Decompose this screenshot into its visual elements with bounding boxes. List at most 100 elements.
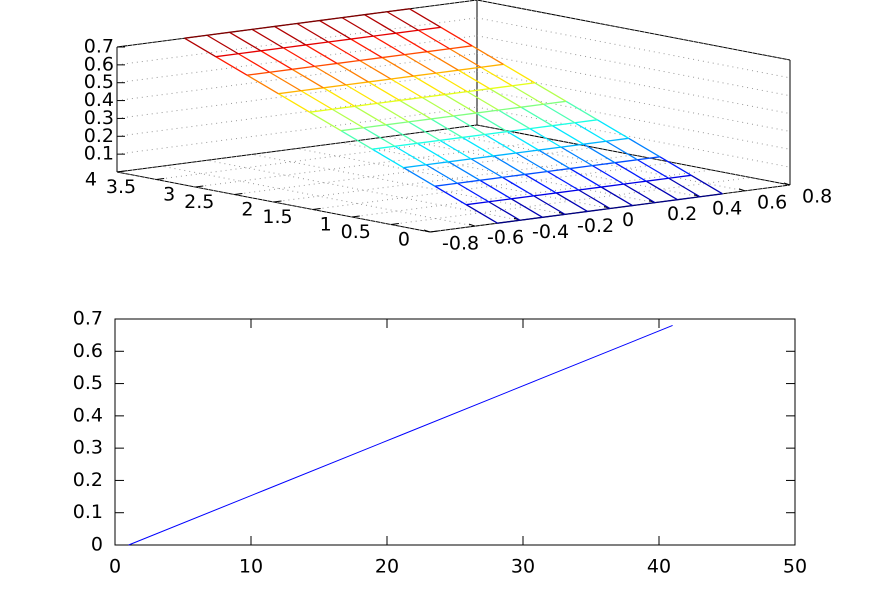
mesh-line [274,22,298,28]
mesh-line [569,164,593,170]
tick-mark [312,208,321,210]
mesh-line [247,71,270,76]
mesh-line [583,140,607,145]
grid-line [476,106,791,168]
mesh-line [552,122,575,127]
tick-mark [429,230,439,233]
mesh-line [305,44,338,64]
grid-line [116,124,478,173]
mesh-line [578,189,611,210]
grid-line [116,70,478,119]
mesh-line [331,108,364,129]
mesh-line [547,167,570,173]
mesh-line [332,105,355,110]
mesh-line [341,14,365,19]
z-tick-label: 0.5 [84,71,114,93]
mesh-line [350,38,383,59]
mesh-line [386,11,419,31]
mesh-line [457,179,480,184]
mesh-line [291,68,324,89]
mesh-line [488,201,521,221]
mesh-line [434,185,467,206]
grid-line [156,132,517,180]
tick-mark [273,200,282,203]
mesh-line [376,102,409,123]
mesh-line [645,180,678,201]
x-tick-label: -0.6 [487,227,524,249]
mesh-line [350,35,374,40]
mesh-line [215,56,248,76]
mesh-line [403,167,436,187]
mesh-line [453,115,486,136]
mesh-line [319,16,343,22]
y-tick-label: 0 [91,534,103,556]
grid-line [476,53,791,115]
y-tick-label: 0.7 [73,308,103,330]
mesh-line [430,118,463,138]
grid-line [476,35,791,97]
mesh-line [493,155,526,175]
mesh-line [430,115,454,120]
mesh-line [497,219,521,224]
mesh-line [427,48,450,53]
mesh-line [668,174,692,179]
tick-mark [156,178,165,180]
mesh-line [394,142,418,147]
mesh-line [578,186,602,191]
mesh-line [601,183,624,188]
grid-line [431,130,746,192]
mesh-line [556,189,579,194]
mesh-line [184,37,217,58]
grid-line [476,17,791,79]
grid-line [476,124,791,186]
x-tick-label: -0.4 [532,221,569,243]
grid-line [116,17,478,66]
y-tick-label: 0.3 [73,437,103,459]
tick-mark [116,170,126,173]
mesh-line [377,99,400,105]
mesh-line [439,136,463,142]
grid-line [116,0,478,48]
mesh-line [502,173,525,179]
mesh-line [229,28,253,33]
grid-line [116,171,431,233]
mesh-line [416,142,449,163]
mesh-line [466,201,489,206]
mesh-line [538,149,571,170]
mesh-line [609,204,633,210]
y-tick-label: 0.2 [73,469,103,491]
grid-line [429,184,791,233]
tick-mark [195,185,204,188]
mesh-line [623,183,656,204]
mesh-line [282,47,315,67]
mesh-line [449,45,473,50]
mesh-line [337,59,360,65]
mesh-line [340,127,364,132]
mesh-line [690,174,723,195]
mesh-line [314,62,338,68]
mesh-line [327,41,360,62]
mesh-line [628,137,661,158]
mesh-line [260,50,293,70]
mesh-line [605,140,638,161]
y-tick-label: 0.5 [341,221,371,243]
mesh-line [251,25,275,31]
y-tick-label: 0.1 [73,501,103,523]
mesh-line [269,71,302,92]
tick-mark [738,188,746,192]
mesh-line [448,161,481,181]
mesh-line [529,128,562,148]
mesh-line [274,25,307,46]
x-tick-label: 0.2 [667,203,697,225]
mesh-line [300,87,324,92]
mesh-line [574,119,598,124]
grid-line [116,106,478,155]
mesh-line [583,143,616,164]
mesh-line [373,32,396,37]
mesh-line [340,130,373,150]
mesh-line [425,164,458,184]
mesh-line [413,72,436,77]
mesh-line [386,8,410,13]
mesh-line [646,177,669,182]
